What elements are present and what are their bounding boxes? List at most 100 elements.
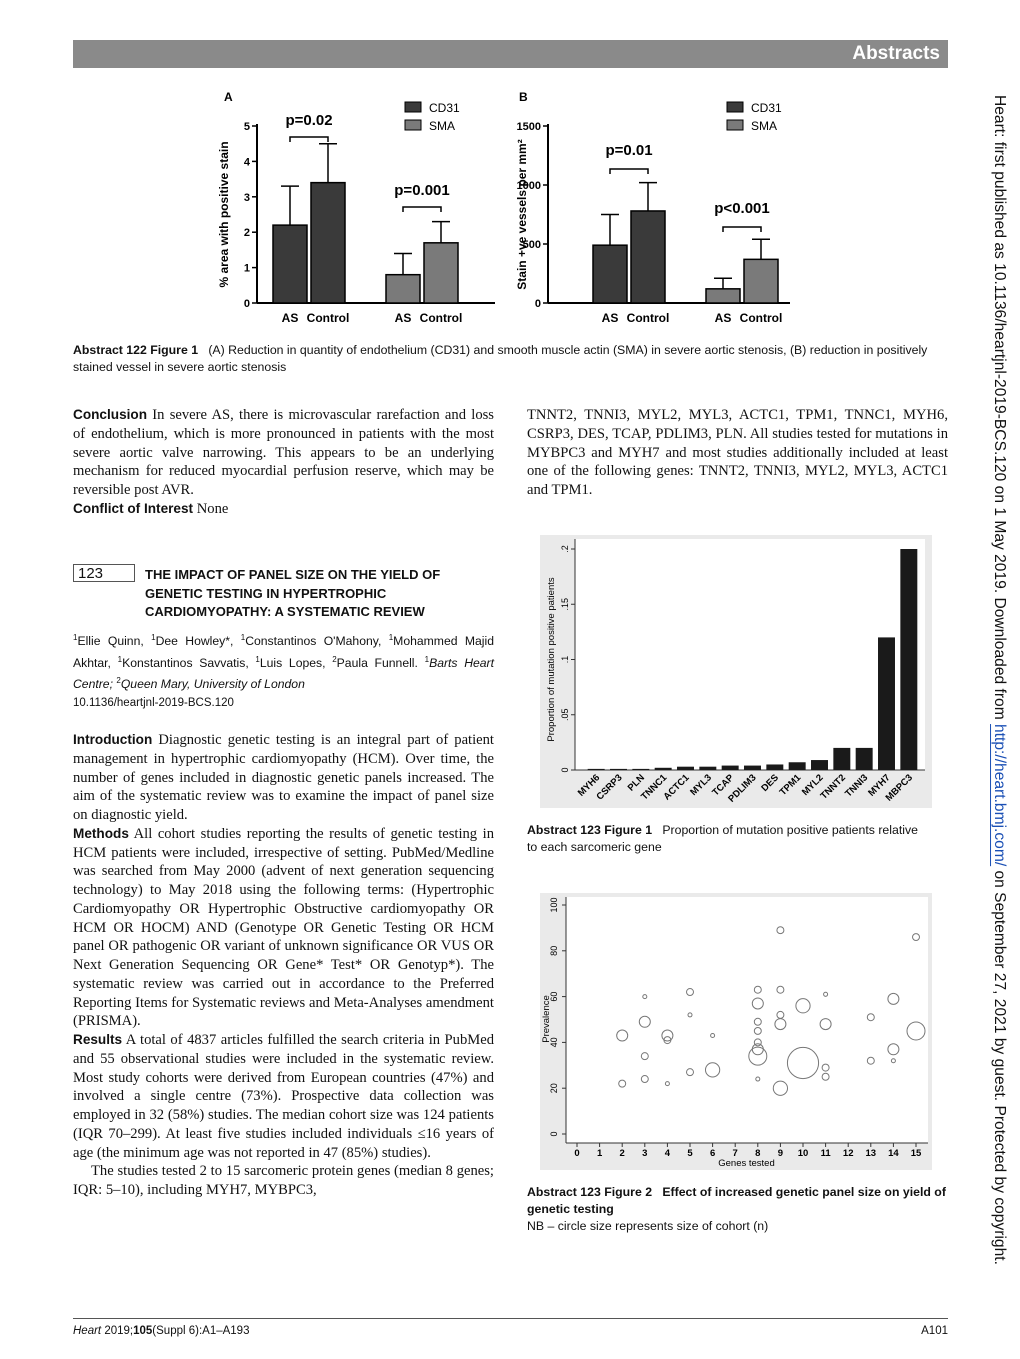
x-tick-label: 8 (755, 1148, 760, 1159)
point (640, 1052, 649, 1061)
legend-label: CD31 (429, 101, 460, 115)
caption-label: Abstract 122 Figure 1 (73, 343, 199, 357)
x-tick-label: 2 (620, 1148, 625, 1159)
x-axis-label: Genes tested (718, 1158, 775, 1169)
x-tick-label: 5 (687, 1148, 693, 1159)
text: In severe AS, there is microvascular rar… (73, 407, 494, 498)
issue: (Suppl 6):A1–A193 (152, 1325, 250, 1337)
author-name: Paula Funnell. (336, 655, 418, 670)
affiliation-mark: 1 (240, 633, 246, 642)
point (687, 1012, 693, 1018)
caption-note: NB – circle size represents size of coho… (527, 1219, 769, 1233)
paragraph: Methods All cohort studies reporting the… (73, 825, 494, 1031)
x-tick-label: 4 (665, 1148, 671, 1159)
point (640, 1075, 649, 1084)
paragraph: Conclusion In severe AS, there is microv… (73, 406, 494, 500)
affiliation-mark: 1 (117, 654, 123, 664)
lead: Conflict of Interest (73, 500, 194, 516)
side-note-link[interactable]: http://heart.bmj.com/ (991, 724, 1008, 867)
x-tick-label: 3 (642, 1148, 647, 1159)
panel-label: B (519, 90, 528, 104)
point (866, 1013, 875, 1022)
bar (630, 210, 666, 304)
y-tick-label: 1000 (517, 180, 541, 192)
x-tick-label: AS (602, 311, 619, 325)
author-name: Dee Howley*, (155, 634, 234, 649)
point (786, 1046, 820, 1080)
lead: Introduction (73, 732, 153, 747)
x-tick-label: AS (395, 311, 412, 325)
y-axis-label: Stain +ve vessels per mm² (515, 139, 529, 289)
error-bar (394, 252, 412, 275)
point (753, 985, 762, 994)
x-tick-label: Control (740, 311, 783, 325)
bar (855, 747, 873, 770)
affiliation-mark: 1 (73, 633, 78, 642)
y-tick-label: 60 (549, 992, 559, 1002)
annotation: p=0.02 (285, 112, 332, 129)
x-tick-label: 11 (821, 1148, 832, 1159)
x-tick-label: AS (282, 311, 299, 325)
doi: 10.1136/heartjnl-2019-BCS.120 (73, 697, 234, 709)
affiliation-mark: 2 (116, 676, 121, 686)
bar (272, 224, 308, 304)
point (776, 985, 785, 994)
caption-text: Proportion of mutation positive patients… (527, 823, 918, 854)
point (753, 1038, 762, 1047)
legend-swatch (404, 101, 422, 113)
y-tick-label: 100 (549, 897, 559, 912)
footer-citation: Heart 2019;105(Suppl 6):A1–A193 (73, 1325, 249, 1337)
affiliation: Barts Heart Centre; (73, 655, 495, 692)
y-tick-label: 0 (549, 1131, 559, 1136)
significance-bracket (289, 136, 329, 142)
paragraph: Conflict of Interest None (73, 500, 494, 519)
legend-swatch (726, 101, 744, 113)
bar (385, 273, 421, 304)
y-axis-label: Prevalence (541, 995, 552, 1043)
caption-text: (A) Reduction in quantity of endothelium… (73, 343, 928, 374)
bar-chart: 0 .05 .1 .15 .2 Proportion of mutation positi… (540, 535, 932, 808)
point (906, 1021, 926, 1041)
legend-label: SMA (429, 119, 455, 133)
caption-label: Abstract 123 Figure 2 (527, 1185, 653, 1199)
abstract-title: THE IMPACT OF PANEL SIZE ON THE YIELD OF… (145, 567, 441, 619)
point (823, 991, 829, 997)
bar (878, 637, 895, 770)
point (751, 997, 764, 1010)
bar (788, 762, 806, 770)
point (638, 1015, 651, 1028)
bar (587, 768, 605, 770)
side-note-text: on September 27, 2021 by guest. Protecte… (991, 866, 1008, 1265)
significance-bracket (722, 226, 762, 232)
x-tick-label: 14 (888, 1148, 899, 1159)
error-bar (281, 185, 299, 226)
text: A total of 4837 articles fulfilled the s… (73, 1032, 495, 1161)
affiliation: Queen Mary, University of London (120, 677, 305, 692)
y-tick-label: 5 (244, 121, 250, 133)
conclusion-block: Conclusion In severe AS, there is microv… (73, 406, 494, 519)
point (753, 1026, 762, 1035)
significance-bracket (402, 206, 442, 212)
y-tick-label: 4 (244, 156, 251, 168)
author-name: Constantinos O'Mahony, (245, 634, 382, 649)
bar (610, 768, 627, 770)
affiliation-mark: 1 (255, 654, 260, 664)
y-tick-label: 0 (560, 767, 570, 772)
header-bar: Abstracts (73, 40, 948, 68)
y-tick-label: .2 (560, 545, 570, 553)
point (776, 926, 785, 935)
y-tick-label: 1 (244, 263, 250, 275)
x-tick-label: 1 (597, 1148, 603, 1159)
point (887, 1043, 900, 1056)
x-tick-label: Control (307, 311, 350, 325)
x-tick-label: 15 (911, 1148, 922, 1159)
error-bar (752, 238, 770, 260)
annotation: p=0.01 (605, 142, 652, 159)
lead: Methods (73, 825, 129, 841)
lead: Results (73, 1032, 123, 1047)
bar (632, 768, 650, 770)
body-right: TNNT2, TNNI3, MYL2, MYL3, ACTC1, TPM1, T… (527, 407, 948, 498)
error-bar (714, 277, 732, 289)
annotation: p<0.001 (714, 200, 769, 217)
